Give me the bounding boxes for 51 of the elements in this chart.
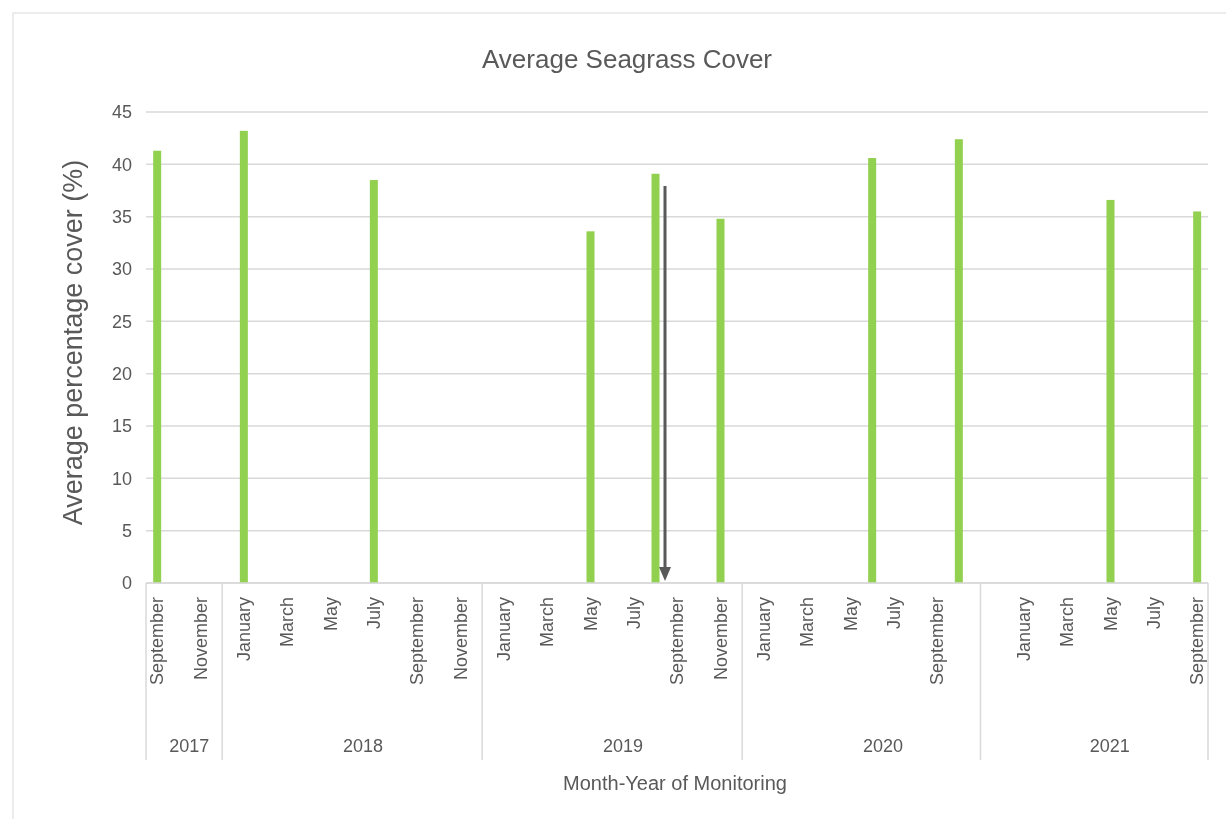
y-tick-label: 10 [111, 468, 132, 489]
y-tick-label: 20 [111, 363, 132, 384]
bar [369, 180, 378, 583]
x-tick-label: September [1187, 597, 1208, 686]
y-tick-label: 30 [111, 259, 132, 280]
y-tick-label: 25 [111, 311, 132, 332]
x-tick-label: May [580, 597, 601, 632]
bar [1193, 211, 1202, 583]
bar [868, 158, 877, 583]
bar [716, 218, 725, 583]
bar [239, 130, 248, 583]
bar [1106, 199, 1115, 583]
x2-tick-label: 2017 [169, 736, 210, 756]
x-tick-label: January [1014, 597, 1035, 662]
y-tick-label: 0 [121, 573, 132, 594]
y-tick-label: 45 [111, 102, 132, 123]
bar [153, 150, 162, 583]
x-tick-label: July [364, 597, 385, 630]
x2-tick-label: 2021 [1089, 736, 1130, 756]
x-tick-label: March [1057, 597, 1078, 648]
x-tick-label: March [797, 597, 818, 648]
x-axis-title: Month-Year of Monitoring [563, 772, 787, 794]
x2-tick-label: 2020 [862, 736, 904, 756]
y-tick-label: 40 [111, 154, 132, 175]
x-tick-label: March [277, 597, 298, 648]
x-tick-label: September [147, 597, 168, 686]
x-tick-label: November [450, 597, 471, 681]
y-tick-label: 15 [111, 416, 132, 437]
x-tick-label: September [667, 597, 688, 686]
bar [954, 139, 963, 583]
x-tick-label: September [927, 597, 948, 686]
x-tick-label: July [1144, 597, 1165, 630]
x-tick-label: July [884, 597, 905, 630]
x-tick-label: March [537, 597, 558, 648]
x-tick-label: January [754, 597, 775, 662]
chart-title: Average Seagrass Cover [481, 44, 773, 74]
x-tick-label: July [624, 597, 645, 630]
x-tick-label: January [234, 597, 255, 662]
x2-tick-label: 2019 [602, 736, 644, 756]
x-tick-label: May [1100, 597, 1121, 632]
y-tick-label: 5 [121, 520, 132, 541]
y-axis-title: Average percentage cover (%) [58, 159, 88, 526]
y-tick-label: 35 [111, 206, 132, 227]
x2-tick-label: 2018 [342, 736, 384, 756]
x-tick-label: January [494, 597, 515, 662]
x-tick-label: May [840, 597, 861, 632]
x-tick-label: November [710, 597, 731, 681]
x-tick-label: November [190, 597, 211, 681]
bar [586, 231, 595, 583]
x-tick-label: September [407, 597, 428, 686]
x-tick-label: May [320, 597, 341, 632]
